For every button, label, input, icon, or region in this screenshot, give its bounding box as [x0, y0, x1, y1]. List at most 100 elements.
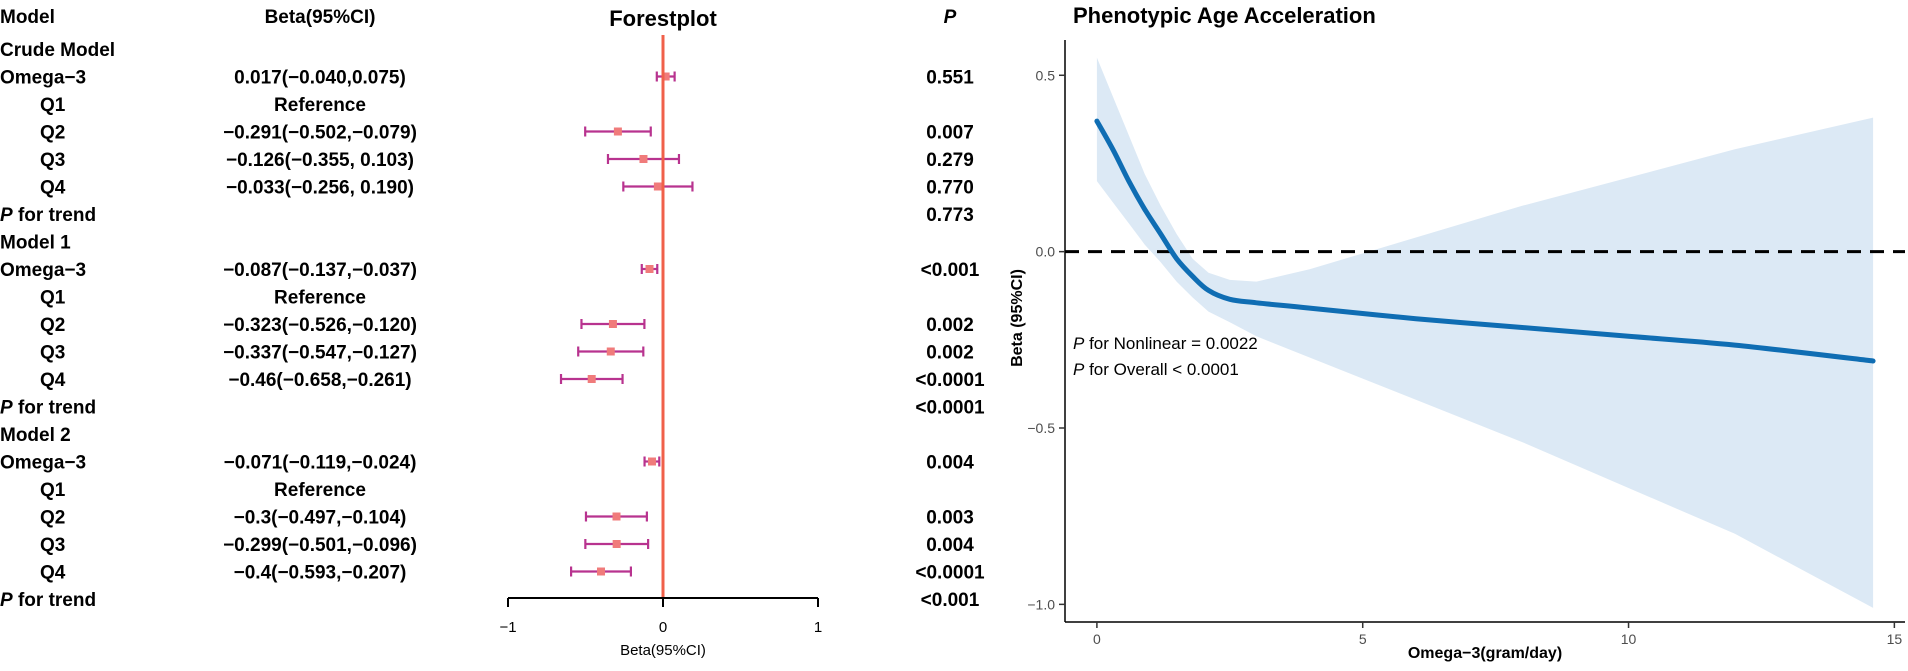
forest-row-p: 0.002	[926, 343, 974, 364]
forest-row-label: Q1	[40, 480, 66, 501]
forest-x-tick-label: 1	[814, 619, 822, 636]
forest-row-p: 0.004	[926, 535, 974, 556]
forest-ci-mark	[569, 566, 633, 577]
forest-ci-mark	[622, 181, 694, 192]
forest-ci-mark	[640, 264, 659, 274]
forest-row-p: 0.279	[926, 150, 974, 171]
forest-row-label: Omega−3	[0, 260, 86, 281]
forest-row-label: Q1	[40, 288, 66, 309]
forest-point	[587, 375, 596, 383]
forest-row-label-rest: for trend	[13, 590, 96, 611]
forest-point	[606, 347, 615, 356]
forest-row-label: Omega−3	[0, 453, 86, 474]
forest-point	[612, 512, 621, 521]
forest-row-beta: −0.033(−0.256, 0.190)	[226, 178, 414, 199]
rcs-y-tick-label: 0.0	[1036, 244, 1056, 260]
forest-header-model: Model	[0, 7, 55, 28]
rcs-annotation-text: for Nonlinear = 0.0022	[1084, 334, 1257, 353]
forest-row-beta: −0.071(−0.119,−0.024)	[224, 453, 417, 474]
forest-row-label: P for trend	[0, 398, 96, 419]
forest-ci-mark	[577, 346, 645, 357]
forest-x-axis-label: Beta(95%CI)	[620, 642, 706, 659]
forest-row-beta: −0.337(−0.547,−0.127)	[223, 343, 417, 364]
forest-row-beta: −0.299(−0.501,−0.096)	[223, 535, 417, 556]
forest-point	[612, 540, 621, 548]
forest-row-beta: −0.087(−0.137,−0.037)	[223, 260, 417, 281]
forest-row-label: Q1	[40, 95, 66, 116]
forest-row-p: 0.770	[926, 178, 974, 199]
forest-row-label: Crude Model	[0, 40, 115, 61]
rcs-y-tick-label: −0.5	[1027, 420, 1055, 436]
forest-row-label: Q3	[40, 343, 65, 364]
forest-title: Forestplot	[609, 6, 717, 31]
forest-point	[661, 72, 670, 81]
rcs-y-tick-label: −1.0	[1027, 596, 1055, 612]
rcs-y-axis-label: Beta (95%CI)	[1009, 269, 1026, 367]
forest-row-p: <0.0001	[915, 398, 985, 419]
forest-ci-mark	[655, 71, 676, 82]
forest-row-label: Q4	[40, 178, 66, 199]
forest-row-label-rest: for trend	[13, 398, 96, 419]
forest-rows: Crude Model Omega−3 0.017(−0.040,0.075) 0.5…	[0, 40, 985, 611]
rcs-y-tick-label: 0.5	[1036, 67, 1056, 83]
forest-row-label: Q2	[40, 123, 65, 144]
forest-row-p: 0.773	[926, 205, 974, 226]
forest-row-label: P for trend	[0, 205, 96, 226]
forest-row-p: <0.001	[921, 260, 980, 281]
forest-x-axis: Beta(95%CI) −1 0 1	[499, 597, 822, 659]
forest-x-tick-label: 0	[659, 619, 667, 636]
rcs-annotation-p: P	[1073, 360, 1085, 379]
forest-row-p: 0.007	[926, 123, 974, 144]
rcs-x-tick-label: 10	[1621, 631, 1637, 647]
forest-row-p: 0.551	[926, 68, 974, 89]
forest-header-p: P	[944, 7, 957, 28]
forest-row-label: Q3	[40, 535, 65, 556]
forest-ci-mark	[584, 126, 652, 137]
forest-row-label: Model 2	[0, 425, 71, 446]
forest-point	[597, 567, 605, 576]
forest-x-tick-label: −1	[499, 619, 516, 636]
forest-point	[653, 182, 662, 191]
forest-row-label-rest: for trend	[13, 205, 96, 226]
rcs-x-axis-label: Omega−3(gram/day)	[1408, 645, 1562, 662]
forest-ci-mark	[643, 456, 661, 467]
forest-point	[608, 320, 617, 328]
rcs-annotation: P for Overall < 0.0001	[1073, 360, 1239, 379]
forest-point	[645, 265, 654, 273]
forest-row-beta: −0.46(−0.658,−0.261)	[228, 370, 411, 391]
forest-row-p: 0.003	[926, 508, 974, 529]
forest-row-p: 0.002	[926, 315, 974, 336]
rcs-annotation: P for Nonlinear = 0.0022	[1073, 334, 1258, 353]
forest-row-p: <0.0001	[915, 563, 985, 584]
forest-header-beta: Beta(95%CI)	[265, 7, 376, 28]
forest-marks	[559, 35, 694, 598]
forest-row-label-p: P	[0, 205, 13, 226]
rcs-annotation-text: for Overall < 0.0001	[1084, 360, 1239, 379]
forest-row-label: Q2	[40, 508, 65, 529]
forest-row-beta: −0.291(−0.502,−0.079)	[223, 123, 417, 144]
rcs-x-tick-label: 15	[1887, 631, 1903, 647]
forest-row-p: <0.0001	[915, 370, 985, 391]
forest-point	[639, 155, 648, 163]
forest-row-label: Q4	[40, 563, 66, 584]
rcs-plot-area: 0.5 0.0 −0.5 −1.0 0 5 10 15	[1027, 40, 1905, 647]
forest-row-beta: Reference	[274, 480, 366, 501]
rcs-x-tick-label: 5	[1359, 631, 1367, 647]
forest-row-beta: −0.4(−0.593,−0.207)	[234, 563, 407, 584]
forest-row-beta: −0.126(−0.355, 0.103)	[226, 150, 414, 171]
rcs-confidence-band	[1096, 57, 1874, 608]
forest-ci-mark	[584, 511, 648, 522]
forest-ci-mark	[606, 154, 681, 164]
forest-ci-mark	[580, 319, 646, 329]
forest-ci-mark	[584, 539, 650, 549]
forest-row-beta: −0.323(−0.526,−0.120)	[223, 315, 417, 336]
rcs-title: Phenotypic Age Acceleration	[1073, 3, 1376, 28]
forest-row-label: Q4	[40, 370, 66, 391]
rcs-series-line	[1094, 118, 1876, 364]
forest-row-label: Omega−3	[0, 68, 86, 89]
forest-row-label: Q3	[40, 150, 65, 171]
forest-row-label-p: P	[0, 398, 13, 419]
forest-row-label: Model 1	[0, 233, 71, 254]
rcs-annotation-p: P	[1073, 334, 1085, 353]
forest-row-p: <0.001	[921, 590, 980, 611]
